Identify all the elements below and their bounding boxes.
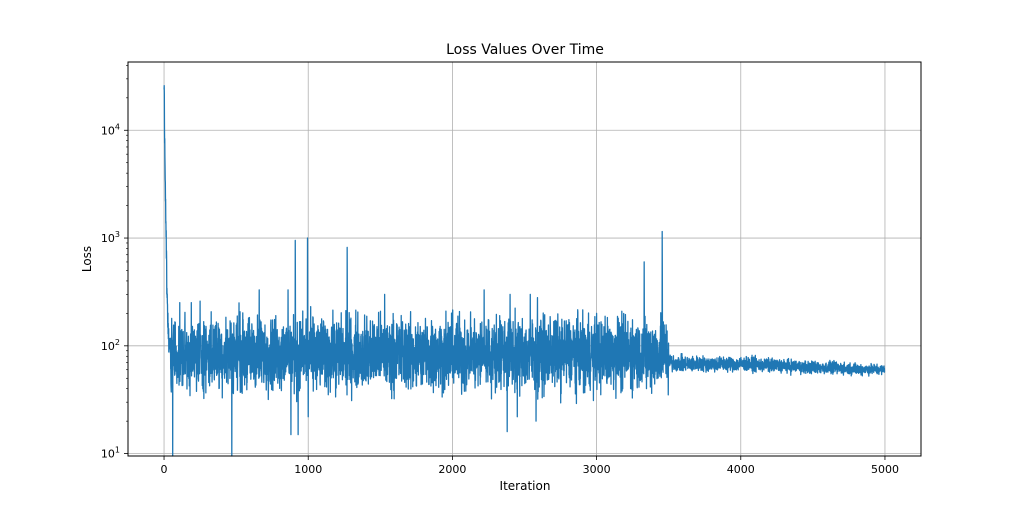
y-tick-label: 104 <box>101 122 120 137</box>
y-tick-label-exponent: 2 <box>115 338 120 347</box>
chart-title: Loss Values Over Time <box>446 42 604 58</box>
x-tick-label: 3000 <box>583 463 611 476</box>
y-tick-label-exponent: 4 <box>115 122 120 131</box>
x-tick-label: 2000 <box>438 463 466 476</box>
loss-series-line <box>163 84 886 457</box>
series-layer <box>163 84 886 457</box>
y-tick-label: 101 <box>101 446 120 461</box>
x-axis-label: Iteration <box>500 479 551 493</box>
y-tick-label-base: 10 <box>101 232 115 245</box>
y-tick-label-base: 10 <box>101 448 115 461</box>
y-tick-label: 103 <box>101 230 120 245</box>
x-tick-label: 0 <box>161 463 168 476</box>
y-tick-label-base: 10 <box>101 340 115 353</box>
x-tick-label: 5000 <box>871 463 899 476</box>
x-tick-label: 1000 <box>294 463 322 476</box>
y-axis-label: Loss <box>80 246 94 272</box>
y-tick-label: 102 <box>101 338 120 353</box>
plot-frame <box>127 61 922 457</box>
y-tick-label-exponent: 3 <box>115 230 120 239</box>
y-tick-label-base: 10 <box>101 124 115 137</box>
y-tick-label-exponent: 1 <box>115 446 120 455</box>
x-tick-label: 4000 <box>727 463 755 476</box>
grid <box>128 62 921 456</box>
x-axis: 0 1000 2000 3000 4000 5000 <box>161 456 899 476</box>
